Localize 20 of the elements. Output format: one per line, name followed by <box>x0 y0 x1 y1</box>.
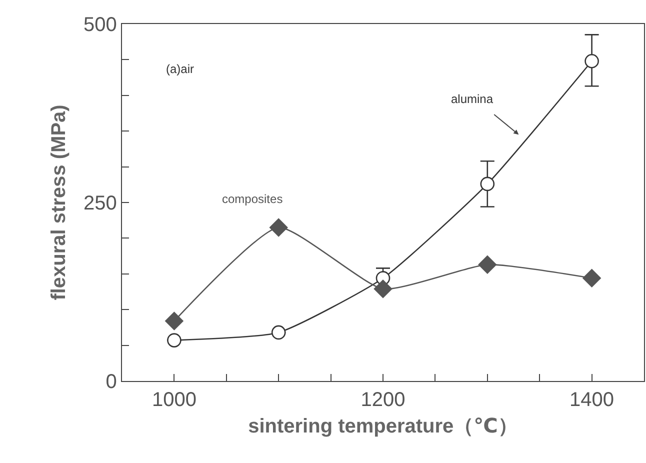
y-tick-label: 500 <box>84 14 117 36</box>
point <box>271 325 286 340</box>
series-label: composites <box>222 192 283 206</box>
text: alumina <box>451 92 494 106</box>
y-tick-label: 250 <box>84 192 117 214</box>
point <box>167 333 182 348</box>
x-tick-label: 1200 <box>360 389 406 412</box>
point <box>584 54 599 68</box>
x-axis-title: sintering temperature（℃） <box>248 416 518 438</box>
point <box>374 280 392 298</box>
point <box>478 256 496 274</box>
point <box>582 269 601 288</box>
x-tick-label: 1000 <box>152 389 196 412</box>
point <box>270 218 288 237</box>
y-tick-label: 0 <box>106 371 117 393</box>
y-axis-title: flexural stress (MPa) <box>48 104 70 300</box>
point <box>165 312 184 330</box>
x-tick-label: 1400 <box>570 389 614 412</box>
annotation: (a)air <box>166 62 194 76</box>
point <box>480 176 495 192</box>
